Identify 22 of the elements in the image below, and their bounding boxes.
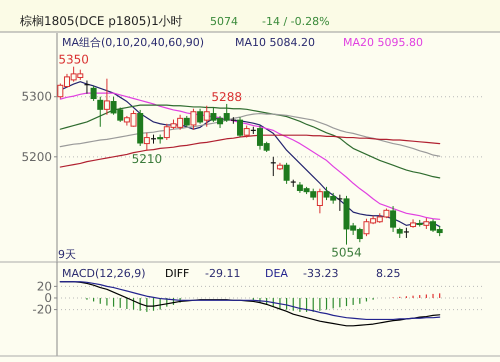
- annotation: MA组合(0,10,20,40,60,90): [62, 36, 204, 49]
- y-tick-label: -20: [32, 302, 52, 317]
- annotation: 5054: [331, 246, 362, 260]
- annotation: 5210: [132, 152, 162, 166]
- y-tick-label: 5300: [21, 90, 52, 104]
- annotation: -29.11: [205, 267, 240, 280]
- chart-title: 棕榈1805(DCE p1805)1小时: [20, 14, 183, 28]
- text: MACD(12,26,9): [62, 267, 146, 280]
- y-tick-label: 5200: [21, 150, 52, 164]
- series-label: DIFF: [165, 267, 190, 280]
- annotation: MA20 5095.80: [343, 36, 423, 49]
- annotation: MA10 5084.20: [235, 36, 315, 49]
- series-label: DEA: [265, 267, 288, 280]
- annotation: -33.23: [303, 267, 338, 280]
- annotation: 5350: [58, 52, 89, 67]
- annotation: 8.25: [376, 267, 400, 280]
- y-tick-label: 20: [36, 279, 52, 294]
- annotation: 9天: [58, 248, 76, 261]
- annotation: 5288: [211, 90, 242, 104]
- text: -14 / -0.28%: [262, 15, 330, 28]
- y-tick-label: 0: [44, 290, 52, 305]
- text: 5074: [210, 15, 238, 28]
